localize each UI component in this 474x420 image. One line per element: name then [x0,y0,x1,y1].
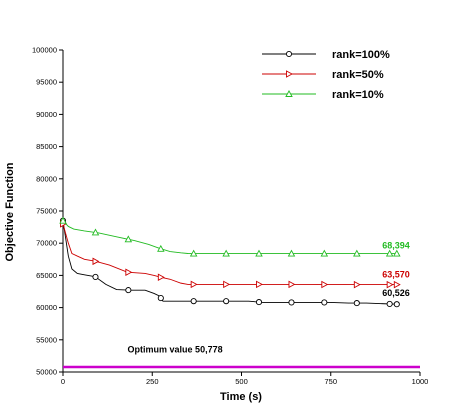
y-tick-label: 85000 [36,142,57,151]
series-marker [190,280,198,289]
y-tick-label: 75000 [36,207,57,216]
x-tick-label: 0 [61,377,65,386]
series-end-label: 63,570 [382,270,410,280]
series-marker [286,70,293,78]
series-marker [288,280,296,289]
y-tick-label: 80000 [36,174,57,183]
series-marker [256,280,263,289]
legend-entry: rank=50% [262,69,384,81]
series-marker [320,249,329,257]
series-line [62,223,397,286]
y-tick-label: 90000 [36,110,57,119]
series-marker [353,249,361,257]
series-marker [386,300,393,307]
legend-entry: rank=10% [262,89,384,101]
legend-entry: rank=100% [262,49,390,61]
series-line [62,220,397,305]
series-line [62,220,397,254]
series-marker [285,90,293,97]
series-end-label: 60,526 [382,288,410,298]
series-marker [288,299,295,306]
series-marker [223,280,231,289]
series-marker [189,249,198,257]
series-marker [222,249,230,257]
y-tick-label: 55000 [36,335,57,344]
y-tick-label: 50000 [36,368,57,377]
y-tick-label: 65000 [36,271,57,280]
series-group: 60,526 [59,217,410,308]
optimum-annotation: Optimum value 50,778 [128,345,223,355]
series-marker [321,280,329,289]
series-marker [91,228,100,236]
series-marker [92,257,100,266]
y-axis-title: Objective Function [4,162,16,261]
series-marker [223,298,230,305]
series-marker [321,299,328,306]
legend: rank=100% rank=50% rank=10% [262,49,390,101]
series-marker [190,298,197,305]
y-tick-label: 100000 [32,46,57,55]
legend-label: rank=50% [332,69,384,81]
legend-label: rank=100% [332,49,390,61]
series-marker [92,273,99,280]
series-marker [353,300,360,307]
series-marker [157,273,165,281]
series-marker [255,299,263,306]
y-tick-label: 70000 [36,239,57,248]
x-tick-label: 1000 [412,377,429,386]
x-tick-label: 500 [235,377,248,386]
y-tick-label: 95000 [36,78,57,87]
series-marker [385,249,394,257]
series-group: 68,394 [59,216,410,257]
series-end-label: 68,394 [382,241,410,251]
series-marker [393,301,400,308]
plot-axes: 50000 55000 60000 65000 70000 75000 80000 85000… [32,46,428,387]
series-layer: 60,526 63,570 68,394 Optimum value 50,778 [59,216,420,369]
x-axis-title: Time (s) [220,391,262,403]
series-marker [287,249,296,257]
series-marker [393,249,401,257]
series-marker [59,216,67,224]
series-marker [285,50,293,58]
legend-label: rank=10% [332,89,384,101]
series-group: 63,570 [60,220,410,289]
series-marker [393,280,401,289]
x-tick-label: 250 [146,377,159,386]
series-marker [125,268,133,277]
series-marker [125,287,132,294]
y-tick-label: 60000 [36,303,57,312]
series-marker [386,280,394,289]
series-marker [353,280,361,289]
series-marker [255,249,263,257]
series-marker [157,295,164,302]
series-marker [157,244,165,252]
x-tick-label: 750 [324,377,337,386]
series-marker [124,235,133,243]
